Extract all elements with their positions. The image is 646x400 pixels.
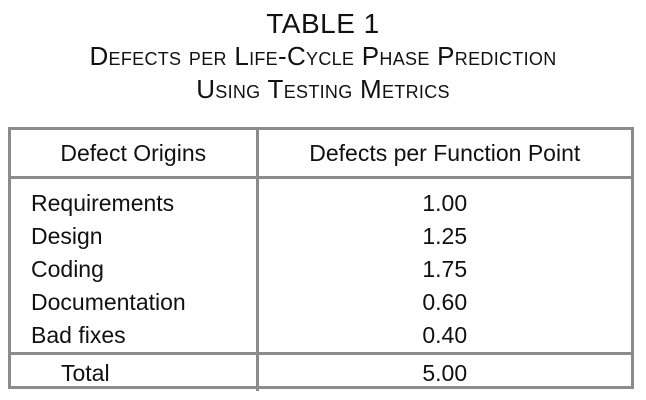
table-title-line-2: Using Testing Metrics	[196, 74, 450, 104]
row-origin: Documentation	[11, 286, 259, 319]
table-row: Requirements 1.00	[11, 177, 631, 220]
defects-table: Defect Origins Defects per Function Poin…	[11, 130, 631, 391]
row-origin: Design	[11, 220, 259, 253]
table-row: Design 1.25	[11, 220, 631, 253]
row-value: 0.60	[422, 289, 468, 315]
table-row: Coding 1.75	[11, 253, 631, 286]
table-number: TABLE 1	[266, 8, 380, 39]
row-value: 1.75	[422, 256, 468, 282]
row-origin: Bad fixes	[11, 319, 259, 354]
table-row: Bad fixes 0.40	[11, 319, 631, 354]
header-defects-per-function-point: Defects per Function Point	[257, 130, 631, 179]
table-title-line-1: Defects per Life-Cycle Phase Prediction	[89, 41, 557, 71]
header-row: Defect Origins Defects per Function Poin…	[11, 130, 631, 179]
row-origin: Requirements	[11, 177, 259, 220]
total-label: Total	[11, 352, 259, 391]
row-value: 0.40	[422, 322, 468, 348]
table-row: Documentation 0.60	[11, 286, 631, 319]
row-value: 1.00	[422, 190, 468, 216]
header-defect-origins: Defect Origins	[11, 130, 259, 179]
row-value: 1.25	[422, 223, 468, 249]
total-value: 5.00	[257, 352, 631, 391]
table-caption: TABLE 1 Defects per Life-Cycle Phase Pre…	[0, 8, 646, 106]
total-row: Total 5.00	[11, 352, 631, 391]
row-origin: Coding	[11, 253, 259, 286]
defects-table-frame: Defect Origins Defects per Function Poin…	[8, 127, 634, 391]
